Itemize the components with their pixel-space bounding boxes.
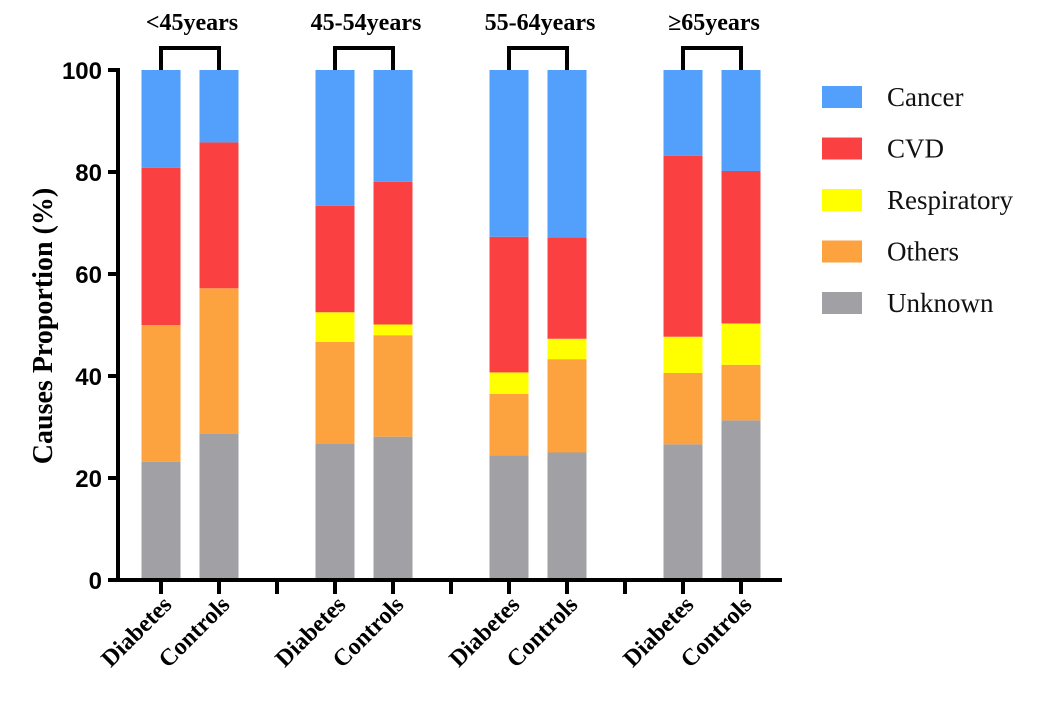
bar-segment-cvd-7 — [721, 170, 761, 324]
bar-segment-cancer-0 — [141, 70, 181, 168]
legend-swatch-cvd — [822, 137, 862, 160]
y-tick-label-60: 60 — [75, 262, 102, 289]
y-tick-label-0: 0 — [89, 568, 102, 595]
y-tick-label-40: 40 — [75, 364, 102, 391]
bar-segment-others-4 — [489, 393, 529, 456]
bar-segment-cvd-4 — [489, 236, 529, 373]
y-tick-label-100: 100 — [62, 58, 102, 85]
bar-segment-cvd-6 — [663, 155, 703, 337]
bar-segment-unknown-5 — [547, 452, 587, 580]
bar-segment-unknown-0 — [141, 461, 181, 580]
legend: Cancer CVD Respiratory Others Unknown — [822, 82, 1013, 318]
legend-label-cancer: Cancer — [887, 82, 963, 112]
group-bracket-0 — [159, 46, 221, 70]
bar-segment-unknown-7 — [721, 420, 761, 580]
bar-segment-cancer-6 — [663, 70, 703, 156]
group-label-3: ≥65years — [668, 10, 760, 36]
legend-label-others: Others — [887, 237, 959, 267]
bar-segment-cancer-2 — [315, 70, 355, 206]
bars-layer — [141, 70, 761, 580]
bar-segment-unknown-3 — [373, 436, 413, 580]
legend-swatch-cancer — [822, 86, 862, 108]
bar-segment-cancer-7 — [721, 70, 761, 171]
bar-segment-others-5 — [547, 359, 587, 453]
y-tick-label-20: 20 — [75, 466, 102, 493]
axes-layer: 0 20 40 60 80 100 — [62, 58, 782, 595]
y-axis-title: Causes Proportion (%) — [28, 188, 59, 464]
bar-segment-unknown-4 — [489, 455, 529, 580]
bar-segment-cancer-1 — [199, 70, 239, 143]
bar-segment-respiratory-4 — [489, 372, 529, 394]
legend-swatch-respiratory — [822, 189, 862, 211]
group-label-0: <45years — [146, 10, 238, 36]
y-tick-label-80: 80 — [75, 160, 102, 187]
group-bracket-2 — [507, 46, 569, 70]
bar-segment-cvd-0 — [141, 167, 181, 325]
group-brackets-layer — [159, 46, 743, 70]
group-label-1: 45-54years — [311, 10, 422, 36]
bar-segment-others-2 — [315, 341, 355, 444]
bar-segment-unknown-6 — [663, 444, 703, 580]
group-bracket-1 — [333, 46, 395, 70]
bar-segment-respiratory-5 — [547, 338, 587, 360]
legend-label-unknown: Unknown — [887, 288, 994, 318]
bar-segment-cancer-3 — [373, 70, 413, 182]
bar-segment-cvd-2 — [315, 205, 355, 313]
legend-swatch-others — [822, 240, 862, 263]
bar-segment-others-6 — [663, 372, 703, 445]
bar-segment-others-1 — [199, 288, 239, 434]
bar-segment-respiratory-3 — [373, 324, 413, 336]
bar-segment-others-3 — [373, 335, 413, 437]
bar-segment-unknown-1 — [199, 433, 239, 580]
bar-segment-cancer-5 — [547, 70, 587, 238]
group-label-2: 55-64years — [485, 10, 596, 36]
legend-label-cvd: CVD — [887, 134, 944, 164]
group-bracket-3 — [681, 46, 743, 70]
bar-segment-respiratory-7 — [721, 323, 761, 365]
bar-segment-cvd-1 — [199, 142, 239, 289]
bar-segment-others-7 — [721, 364, 761, 421]
bar-segment-cvd-5 — [547, 237, 587, 339]
legend-swatch-unknown — [822, 292, 862, 314]
bar-segment-unknown-2 — [315, 443, 355, 580]
bar-segment-cancer-4 — [489, 70, 529, 237]
bar-segment-others-0 — [141, 325, 181, 462]
bar-segment-respiratory-2 — [315, 312, 355, 342]
bar-segment-cvd-3 — [373, 181, 413, 325]
bar-segment-respiratory-6 — [663, 336, 703, 373]
legend-label-respiratory: Respiratory — [887, 185, 1013, 215]
